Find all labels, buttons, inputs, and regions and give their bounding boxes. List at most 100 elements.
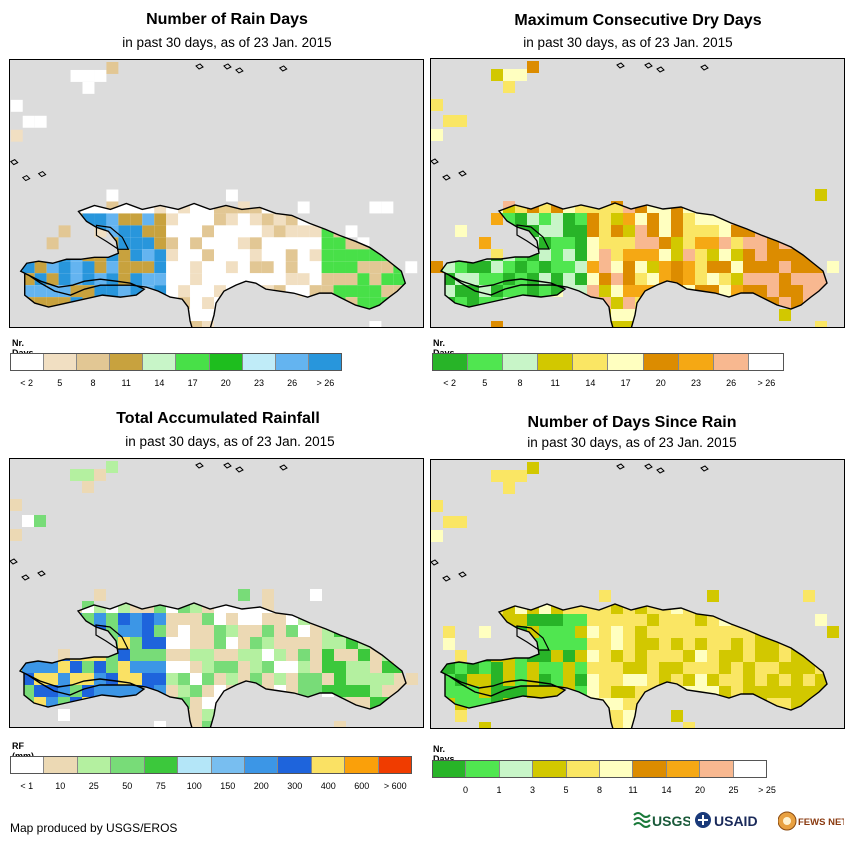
legend-color-bar: [432, 353, 784, 371]
island-outline: [439, 202, 828, 327]
legend-swatch: [110, 354, 144, 370]
legend-swatch: [533, 761, 567, 777]
legend-tick-label: 14: [585, 378, 596, 388]
legend-tick-label: 26: [726, 378, 737, 388]
legend-tick-label: 25: [728, 785, 739, 795]
island-outline: [18, 602, 407, 727]
map-days-since-rain: [430, 459, 845, 729]
legend-swatch: [503, 354, 539, 370]
legend-swatch: [11, 354, 45, 370]
legend-tick-label: > 26: [316, 378, 335, 388]
legend-swatch: [600, 761, 634, 777]
legend-swatch: [278, 757, 312, 773]
legend-swatch: [468, 354, 504, 370]
legend-tick-label: > 600: [383, 781, 407, 791]
map-rain-days: [9, 59, 424, 328]
legend-swatch: [713, 354, 749, 370]
legend-swatch: [242, 354, 276, 370]
map-dry-days: [430, 58, 845, 328]
legend-swatch: [143, 354, 177, 370]
legend-swatch: [209, 354, 243, 370]
panel-title: Number of Rain Days: [146, 11, 308, 28]
legend-swatch: [111, 757, 145, 773]
legend-tick-label: 8: [596, 785, 603, 795]
legend-tick-label: 11: [121, 378, 131, 388]
legend-swatch: [11, 757, 45, 773]
legend-tick-label: 600: [354, 781, 370, 791]
legend-swatch: [700, 761, 734, 777]
map-rainfall: [9, 458, 424, 728]
legend-swatch: [733, 761, 767, 777]
legend-tick-label: 0: [462, 785, 469, 795]
legend-tick-label: > 26: [757, 378, 776, 388]
legend-tick-label: 50: [122, 781, 133, 791]
panel-subtitle: in past 30 days, as of 23 Jan. 2015: [523, 35, 733, 50]
legend-swatch: [378, 757, 412, 773]
map-canvas: [431, 462, 839, 728]
usgs-logo-text: USGS: [652, 813, 690, 829]
map-canvas: [10, 61, 418, 327]
legend-swatch: [499, 761, 534, 777]
legend-tick-label: 100: [186, 781, 202, 791]
panel-subtitle: in past 30 days, as of 23 Jan. 2015: [122, 35, 332, 50]
legend-tick-label: 1: [496, 785, 502, 795]
legend-swatch: [244, 757, 279, 773]
legend-title: Nr. Days: [433, 744, 455, 764]
panel-title: Number of Days Since Rain: [527, 414, 737, 431]
usgs-logo: USGS: [632, 808, 690, 834]
legend-tick-label: < 2: [443, 378, 456, 388]
legend-swatch: [311, 757, 346, 773]
legend-tick-label: < 2: [20, 378, 33, 388]
legend-tick-label: 5: [57, 378, 63, 388]
legend-swatch: [345, 757, 379, 773]
panel-title: Maximum Consecutive Dry Days: [514, 12, 762, 29]
legend-swatch: [308, 354, 341, 370]
legend-swatch: [633, 761, 667, 777]
legend-tick-label: 17: [620, 378, 631, 388]
legend-swatch: [211, 757, 245, 773]
legend-swatch: [573, 354, 609, 370]
legend-tick-label: 14: [154, 378, 165, 388]
legend-ticks: < 1 10 25 50 75 100 150 200 300 400 600 > 600: [10, 781, 412, 793]
legend-tick-label: 25: [88, 781, 99, 791]
legend-swatch: [433, 761, 467, 777]
legend-tick-label: 5: [482, 378, 488, 388]
legend-tick-label: 14: [661, 785, 672, 795]
legend-tick-label: 300: [287, 781, 303, 791]
legend-tick-label: 200: [253, 781, 269, 791]
legend-swatch: [666, 761, 701, 777]
legend-swatch: [275, 354, 309, 370]
fewsnet-logo-text: FEWS NET: [798, 817, 844, 828]
legend-tick-label: 11: [628, 785, 638, 795]
legend-ticks: < 2 5 8 11 14 17 20 23 26 > 26: [432, 378, 784, 390]
legend-tick-label: 20: [694, 785, 706, 795]
legend-tick-label: < 1: [20, 781, 34, 791]
legend-tick-label: 23: [253, 378, 265, 388]
legend-color-bar: [432, 760, 767, 778]
legend-tick-label: 3: [529, 785, 536, 795]
island-outline: [439, 603, 828, 728]
legend-tick-label: 20: [220, 378, 231, 388]
map-canvas: [431, 61, 839, 327]
legend-tick-label: 20: [655, 378, 666, 388]
legend-swatch: [466, 761, 500, 777]
legend-tick-label: 17: [187, 378, 198, 388]
legend-swatch: [44, 354, 78, 370]
legend-tick-label: 8: [517, 378, 523, 388]
legend-swatch: [433, 354, 469, 370]
legend-tick-label: 8: [90, 378, 96, 388]
legend-tick-label: 75: [155, 781, 166, 791]
legend-swatch: [566, 761, 601, 777]
legend-tick-label: 11: [550, 378, 560, 388]
usaid-logo: USAID: [694, 808, 774, 834]
svg-text:USAID: USAID: [714, 813, 758, 829]
legend-ticks: 0 1 3 5 8 11 14 20 25 > 25: [432, 785, 776, 797]
footer-credit: Map produced by USGS/EROS: [10, 821, 178, 835]
panel-subtitle: in past 30 days, as of 23 Jan. 2015: [527, 435, 737, 450]
legend-swatch: [748, 354, 783, 370]
legend-tick-label: 400: [320, 781, 336, 791]
legend-tick-label: 26: [287, 378, 298, 388]
legend-swatch: [538, 354, 574, 370]
legend-swatch: [44, 757, 78, 773]
legend-tick-label: 5: [563, 785, 569, 795]
